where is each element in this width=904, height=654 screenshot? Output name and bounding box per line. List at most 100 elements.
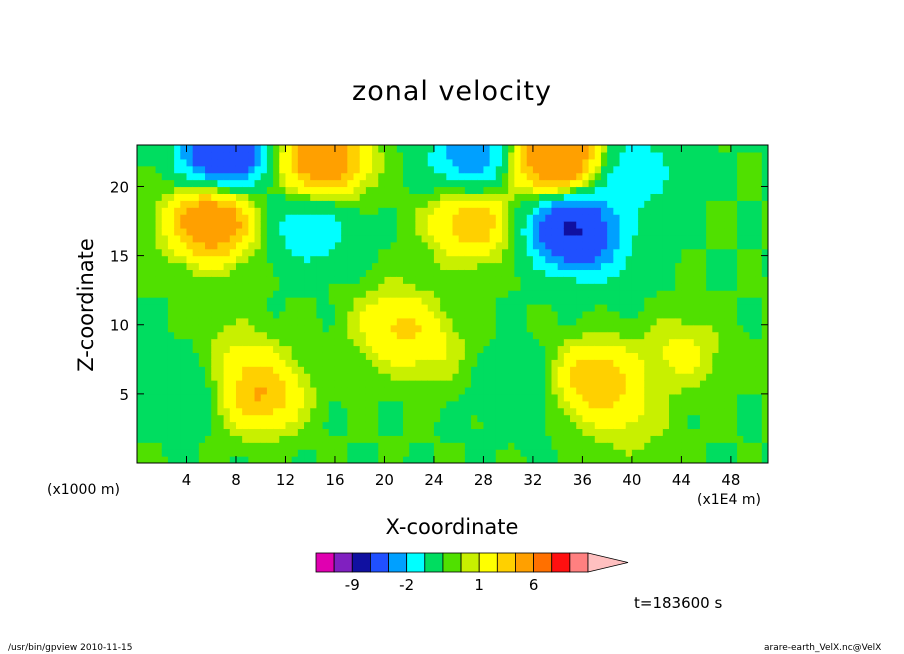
heatmap-cell [464,241,472,250]
heatmap-cell [706,324,713,333]
heatmap-cell [755,193,763,201]
heatmap-cell [458,248,466,257]
heatmap-cell [353,255,361,264]
heatmap-cell [501,151,509,160]
heatmap-cell [365,407,373,416]
heatmap-cell [359,421,367,430]
heatmap-cell [458,221,466,229]
heatmap-cell [440,407,447,416]
heatmap-cell [520,386,528,395]
heatmap-cell [483,359,491,367]
heatmap-cell [378,297,386,305]
x-tick-label: 48 [721,471,740,489]
heatmap-cell [687,414,695,423]
heatmap-cell [229,290,237,298]
heatmap-cell [248,359,256,367]
heatmap-cell [427,283,435,291]
heatmap-cell [365,214,373,222]
heatmap-cell [440,317,447,326]
heatmap-cell [755,393,763,402]
heatmap-cell [501,269,509,277]
heatmap-cell [638,290,645,298]
heatmap-cell [440,421,447,430]
heatmap-cell [285,200,293,208]
heatmap-cell [260,380,268,388]
heatmap-cell [625,352,633,360]
heatmap-cell [471,221,478,229]
heatmap-cell [458,449,466,457]
heatmap-cell [501,207,509,215]
heatmap-cell [421,179,429,188]
heatmap-cell [693,151,701,160]
heatmap-cell [291,241,299,250]
heatmap-cell [297,373,305,381]
heatmap-cell [557,331,565,340]
heatmap-cell [619,241,627,250]
heatmap-cell [613,359,621,367]
heatmap-cell [198,366,206,374]
heatmap-cell [520,179,528,188]
heatmap-cell [167,214,175,222]
heatmap-cell [631,366,639,374]
heatmap-cell [495,151,503,160]
heatmap-cell [557,248,565,257]
heatmap-cell [755,200,763,208]
heatmap-cell [594,373,602,381]
heatmap-cell [631,345,639,353]
heatmap-cell [205,290,212,298]
heatmap-cell [174,435,181,443]
heatmap-cell [730,283,738,291]
heatmap-cell [421,145,429,153]
heatmap-cell [390,400,398,409]
heatmap-cell [242,255,249,264]
heatmap-cell [638,283,645,291]
heatmap-cell [613,400,621,409]
heatmap-cell [310,165,318,174]
heatmap-cell [477,345,485,353]
heatmap-cell [501,255,509,264]
heatmap-cell [217,276,225,284]
heatmap-cell [372,449,379,457]
heatmap-cell [205,324,212,333]
heatmap-cell [514,304,522,312]
heatmap-cell [186,276,194,284]
heatmap-cell [693,386,701,395]
heatmap-cell [372,214,379,222]
heatmap-cell [656,414,664,423]
heatmap-cell [242,331,249,340]
heatmap-cell [198,241,206,250]
heatmap-cell [613,373,621,381]
heatmap-cell [514,269,522,277]
heatmap-cell [334,456,342,463]
heatmap-cell [588,276,596,284]
heatmap-cell [347,248,355,257]
heatmap-cell [403,310,410,319]
heatmap-cell [161,366,169,374]
heatmap-cell [650,352,658,360]
heatmap-cell [600,227,608,236]
heatmap-cell [235,407,243,416]
heatmap-cell [619,283,627,291]
heatmap-cell [192,366,200,374]
heatmap-cell [737,262,744,271]
heatmap-cell [464,172,472,181]
heatmap-cell [743,407,751,416]
heatmap-cell [464,380,472,388]
heatmap-cell [446,297,454,305]
heatmap-cell [619,186,627,194]
heatmap-cell [570,241,577,250]
heatmap-cell [761,179,768,188]
heatmap-cell [427,255,435,264]
heatmap-cell [699,193,707,201]
heatmap-cell [359,442,367,450]
heatmap-cell [755,331,763,340]
heatmap-cell [316,310,324,319]
heatmap-cell [260,352,268,360]
heatmap-cell [149,158,157,167]
heatmap-cell [211,338,219,347]
heatmap-cell [489,407,497,416]
heatmap-cell [174,352,181,360]
heatmap-cell [137,421,144,430]
heatmap-cell [353,304,361,312]
heatmap-cell [192,380,200,388]
